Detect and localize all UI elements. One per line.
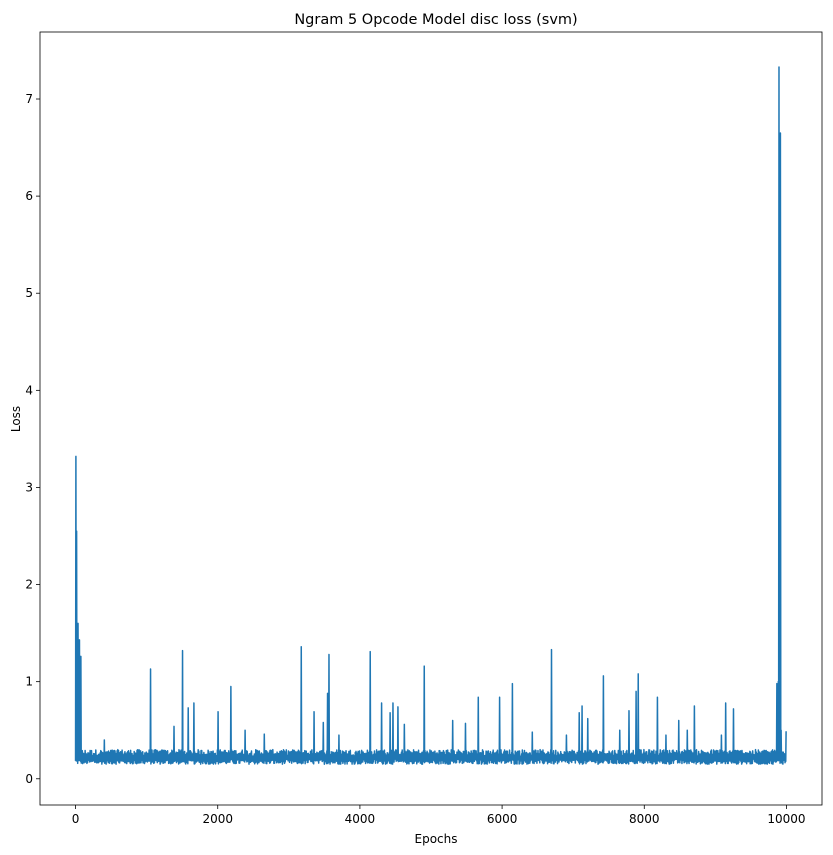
- y-tick-label: 0: [25, 772, 33, 786]
- y-tick-label: 1: [25, 675, 33, 689]
- y-tick-label: 5: [25, 286, 33, 300]
- loss-series-line: [74, 66, 787, 765]
- y-tick-label: 3: [25, 480, 33, 494]
- plot-area: [74, 66, 787, 765]
- x-tick-label: 2000: [202, 812, 233, 826]
- x-tick-label: 4000: [345, 812, 376, 826]
- chart-title: Ngram 5 Opcode Model disc loss (svm): [294, 12, 577, 28]
- x-tick-label: 6000: [487, 812, 518, 826]
- y-tick-label: 2: [25, 578, 33, 592]
- x-tick-label: 8000: [629, 812, 660, 826]
- y-axis-ticks: 0 1 2 3 4 5 6 7: [25, 92, 40, 786]
- x-tick-label: 0: [72, 812, 80, 826]
- y-tick-label: 6: [25, 189, 33, 203]
- axes-frame: [39, 31, 823, 806]
- x-tick-label: 10000: [767, 812, 805, 826]
- y-tick-label: 4: [25, 383, 33, 397]
- y-tick-label: 7: [25, 92, 33, 106]
- x-axis-label: Epochs: [415, 832, 458, 846]
- y-axis-label: Loss: [9, 406, 23, 432]
- x-axis-ticks: 0 2000 4000 6000 8000 10000: [72, 805, 806, 826]
